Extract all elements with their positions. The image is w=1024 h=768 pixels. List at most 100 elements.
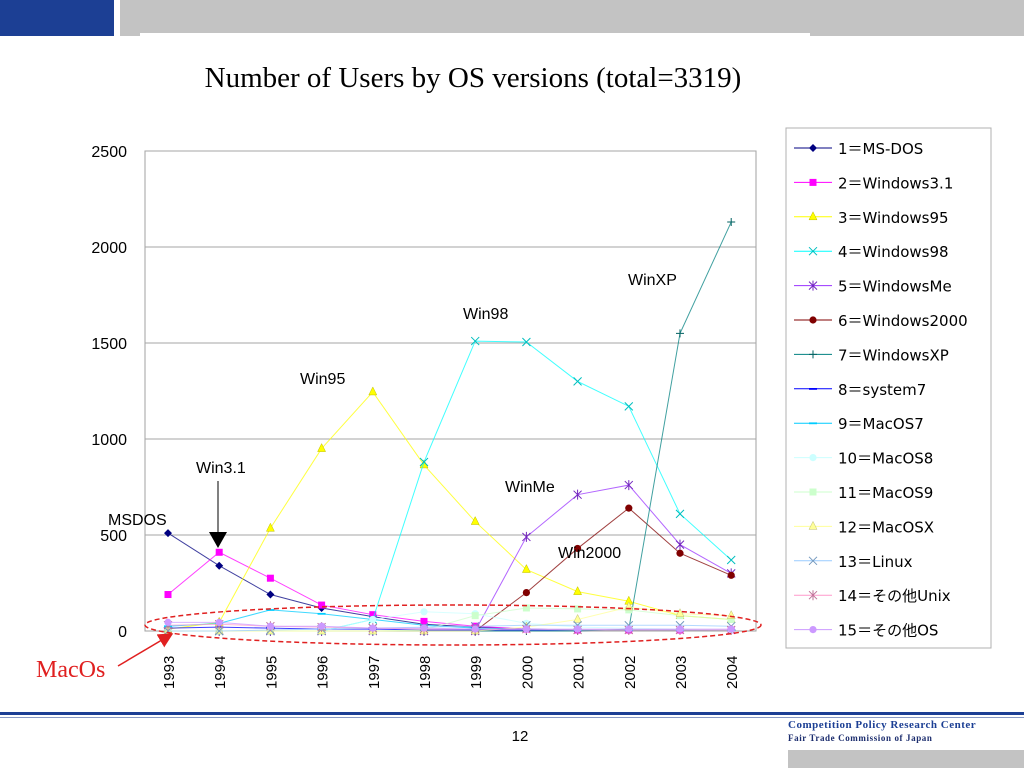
header-blue-block (0, 0, 114, 36)
x-tick-label: 2002 (622, 656, 639, 689)
y-tick-label: 500 (100, 528, 127, 545)
data-point (522, 337, 531, 347)
y-tick-label: 1000 (91, 432, 127, 449)
data-point (215, 561, 224, 570)
data-point (675, 608, 685, 617)
data-point (676, 625, 684, 633)
data-point (522, 604, 530, 612)
x-tick-label: 1994 (212, 656, 229, 689)
data-point (522, 625, 531, 633)
legend-swatch-marker (808, 520, 818, 530)
data-point (214, 625, 224, 635)
data-point (369, 615, 377, 624)
x-tick-label: 1993 (161, 656, 178, 689)
legend-swatch-marker (809, 316, 817, 324)
legend-label: 3＝Windows95 (838, 209, 949, 227)
legend-box (785, 127, 992, 649)
legend-swatch-marker (809, 454, 817, 462)
org-logo-name: Competition Policy Research Center (788, 719, 977, 731)
data-point (420, 624, 428, 632)
data-point (727, 218, 736, 227)
data-point (470, 336, 480, 346)
data-point (675, 539, 685, 550)
data-point (420, 617, 428, 625)
data-point (573, 586, 583, 595)
data-point (727, 625, 735, 633)
x-tick-label: 2003 (673, 656, 690, 689)
data-point (471, 625, 479, 633)
macos-arrow (117, 633, 174, 667)
annotation-label: Win98 (463, 306, 508, 323)
data-point (522, 589, 531, 597)
legend-label: 12＝MacOSX (838, 518, 934, 536)
data-point (368, 386, 378, 396)
data-point (726, 555, 736, 565)
data-point (727, 615, 735, 623)
data-point (214, 626, 224, 636)
macos-label: MacOs (36, 657, 105, 683)
annotation-label: Win2000 (558, 545, 621, 562)
data-point (265, 522, 275, 532)
legend-label: 14＝その他Unix (838, 587, 951, 605)
x-tick-label: 1999 (468, 656, 485, 689)
legend-label: 15＝その他OS (838, 622, 938, 640)
legend-label: 9＝MacOS7 (838, 415, 924, 433)
win31-pointer-head (209, 532, 227, 548)
data-point (266, 609, 275, 611)
data-point (624, 480, 634, 491)
series-layer (163, 218, 736, 636)
x-tick-label: 1996 (315, 656, 332, 689)
series-line (168, 624, 732, 632)
legend-label: 8＝system7 (838, 381, 926, 399)
macos-highlight-ellipse (144, 604, 762, 646)
legend: 1＝MS-DOS 2＝Windows3.1 3＝Windows95 4＝Windows… (785, 127, 992, 649)
legend-swatch-marker (808, 246, 818, 256)
legend-label: 4＝Windows98 (838, 243, 949, 261)
x-tick-label: 2000 (519, 656, 536, 689)
data-point (727, 571, 735, 579)
x-tick-label: 2004 (724, 656, 741, 689)
data-point (369, 624, 377, 632)
data-point (164, 618, 172, 626)
data-point (573, 377, 582, 386)
legend-label: 13＝Linux (838, 553, 913, 571)
header-white-strip (140, 33, 810, 37)
footer-rule-thin (0, 717, 1024, 718)
legend-swatch-marker (809, 388, 817, 390)
data-point (676, 329, 684, 338)
data-point (676, 549, 684, 557)
legend-label: 11＝MacOS9 (838, 484, 933, 502)
legend-swatch-marker (808, 556, 818, 566)
data-point (573, 613, 583, 623)
data-point (470, 516, 480, 525)
annotation-label: Win3.1 (196, 460, 246, 477)
legend-swatch-marker (809, 178, 817, 186)
legend-label: 2＝Windows3.1 (838, 174, 953, 192)
data-point (215, 548, 223, 556)
grid-layer (144, 150, 757, 632)
legend-swatch-marker (809, 626, 817, 634)
page-number: 12 (511, 728, 529, 745)
legend-swatch-marker (809, 350, 817, 359)
data-point (318, 601, 326, 609)
legend-label: 6＝Windows2000 (838, 312, 968, 330)
series-line (168, 606, 732, 632)
data-point (369, 611, 377, 619)
y-tick-label: 1500 (91, 336, 127, 353)
data-point (266, 574, 274, 582)
data-point (625, 504, 633, 512)
annotation-label: WinMe (505, 479, 555, 496)
legend-label: 5＝WindowsMe (838, 278, 952, 296)
data-point (675, 509, 685, 519)
legend-label: 10＝MacOS8 (838, 450, 933, 468)
data-point (574, 544, 582, 553)
legend-swatch-marker (809, 488, 817, 496)
x-tick-label: 1997 (366, 656, 383, 689)
axis-layer: 0 500 1000 1500 2000 2500 1993 1994 1995 1996 1997… (91, 144, 741, 689)
series-line (167, 391, 732, 630)
legend-swatch-marker (808, 211, 818, 221)
legend-swatch-marker (808, 590, 818, 601)
annotation-label: MSDOS (108, 512, 167, 529)
data-point (574, 605, 582, 613)
data-point (522, 531, 531, 542)
